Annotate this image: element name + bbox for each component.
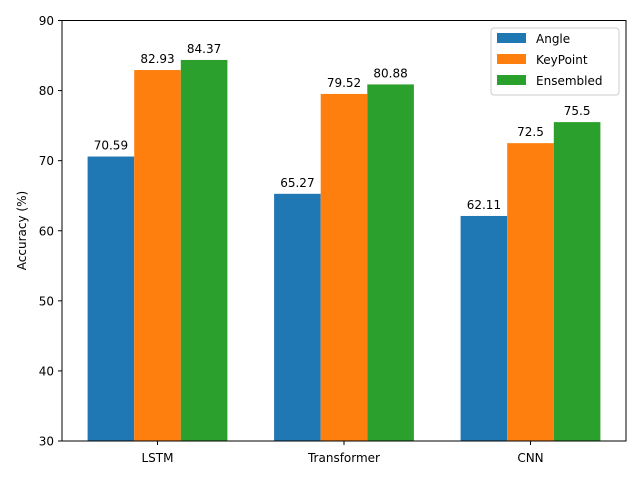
data-label: 82.93 — [140, 52, 174, 66]
bar-keypoint-lstm — [134, 70, 181, 441]
data-label: 70.59 — [94, 139, 128, 153]
legend-swatch-keypoint — [497, 54, 526, 64]
data-label: 65.27 — [280, 176, 314, 190]
y-axis-title: Accuracy (%) — [15, 191, 29, 270]
legend-label-ensembled: Ensembled — [536, 74, 602, 88]
y-tick-label: 40 — [39, 364, 54, 378]
data-label: 72.5 — [517, 125, 544, 139]
data-label: 62.11 — [467, 198, 501, 212]
data-labels-layer: 70.59 65.27 62.11 82.93 79.52 72.5 84.37 80.88 7… — [94, 42, 591, 212]
y-tick-label: 80 — [39, 84, 54, 98]
x-tick-label: CNN — [517, 451, 543, 465]
y-tick-label: 90 — [39, 14, 54, 28]
bar-angle-cnn — [460, 215, 508, 441]
data-label: 75.5 — [564, 104, 591, 118]
y-tick-label: 70 — [39, 154, 54, 168]
legend-label-angle: Angle — [536, 32, 570, 46]
bar-angle-lstm — [87, 156, 135, 442]
data-label: 84.37 — [187, 42, 221, 56]
x-tick-label: LSTM — [142, 451, 174, 465]
legend-swatch-angle — [497, 33, 526, 43]
bar-ensembled-lstm — [180, 59, 228, 442]
y-tick-label: 50 — [39, 294, 54, 308]
data-label: 80.88 — [373, 66, 407, 80]
legend-swatch-ensembled — [497, 75, 526, 85]
legend: Angle KeyPoint Ensembled — [490, 27, 620, 96]
bar-ensembled-transformer — [367, 84, 414, 441]
x-tick-label: Transformer — [307, 451, 380, 465]
data-label: 79.52 — [327, 76, 361, 90]
bar-keypoint-transformer — [320, 93, 368, 442]
bar-ensembled-cnn — [553, 122, 601, 441]
y-tick-label: 60 — [39, 224, 54, 238]
bar-angle-transformer — [274, 193, 321, 441]
bars-layer — [87, 59, 601, 442]
y-tick-label: 30 — [39, 435, 54, 449]
y-axis: 30 40 50 60 70 80 90 — [39, 14, 62, 449]
x-axis: LSTM Transformer CNN — [142, 441, 544, 465]
bar-keypoint-cnn — [507, 143, 554, 442]
legend-label-keypoint: KeyPoint — [536, 53, 588, 67]
